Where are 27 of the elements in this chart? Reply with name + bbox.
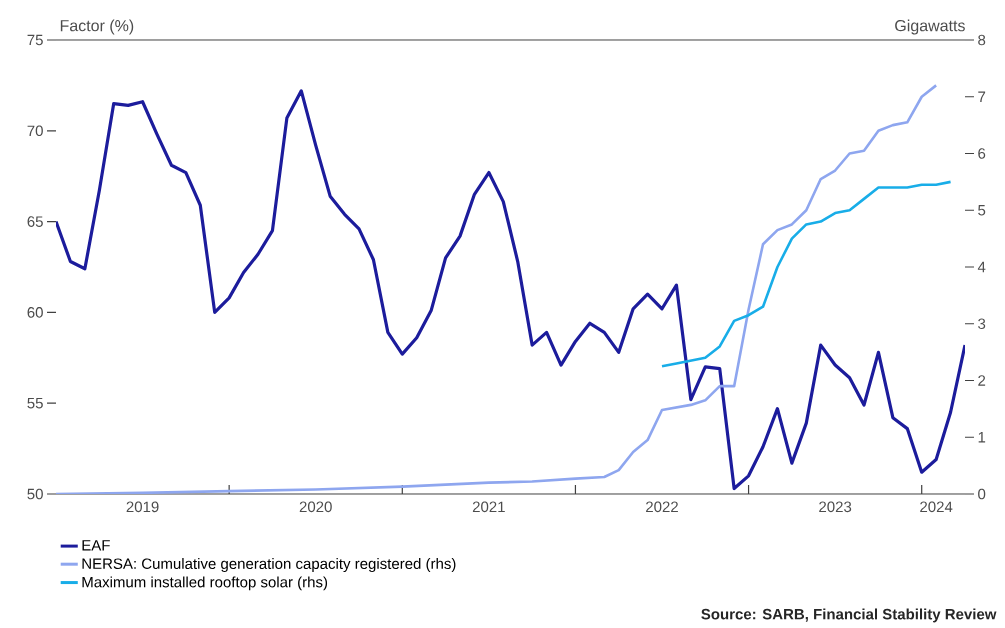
- legend-label: EAF: [82, 540, 110, 551]
- y2-tick-label: 6: [978, 148, 986, 159]
- x-tick-label: 2023: [819, 501, 852, 513]
- y-tick-label: 50: [27, 488, 43, 500]
- y2-tick-label: 3: [978, 318, 986, 330]
- y2-tick-label: 0: [978, 488, 986, 500]
- y-axis-title: Factor (%): [60, 19, 134, 35]
- x-tick-label: 2022: [646, 501, 678, 513]
- y-tick-label: 55: [27, 397, 43, 409]
- y2-tick-label: 4: [977, 261, 986, 273]
- y2-tick-label: 7: [978, 91, 986, 102]
- x-tick-label: 2019: [126, 501, 159, 513]
- y2-axis-title: Gigawatts: [895, 19, 965, 35]
- y-tick-label: 75: [27, 34, 43, 46]
- source-note: Source: SARB, Financial Stability Review: [701, 608, 997, 623]
- y-tick-label: 60: [27, 307, 43, 318]
- y2-tick-label: 2: [978, 375, 986, 386]
- x-tick-label: 2024: [920, 501, 953, 513]
- y2-tick-label: 1: [978, 432, 986, 443]
- y-tick-label: 65: [27, 216, 43, 227]
- y-tick-label: 70: [27, 125, 43, 137]
- y2-tick-label: 8: [978, 34, 986, 46]
- legend-label: NERSA: Cumulative generation capacity registered (rhs): [82, 558, 456, 572]
- x-tick-label: 2020: [299, 501, 332, 513]
- legend-label: Maximum installed rooftop solar (rhs): [82, 576, 328, 591]
- x-tick-label: 2021: [472, 501, 505, 513]
- y2-tick-label: 5: [978, 205, 986, 216]
